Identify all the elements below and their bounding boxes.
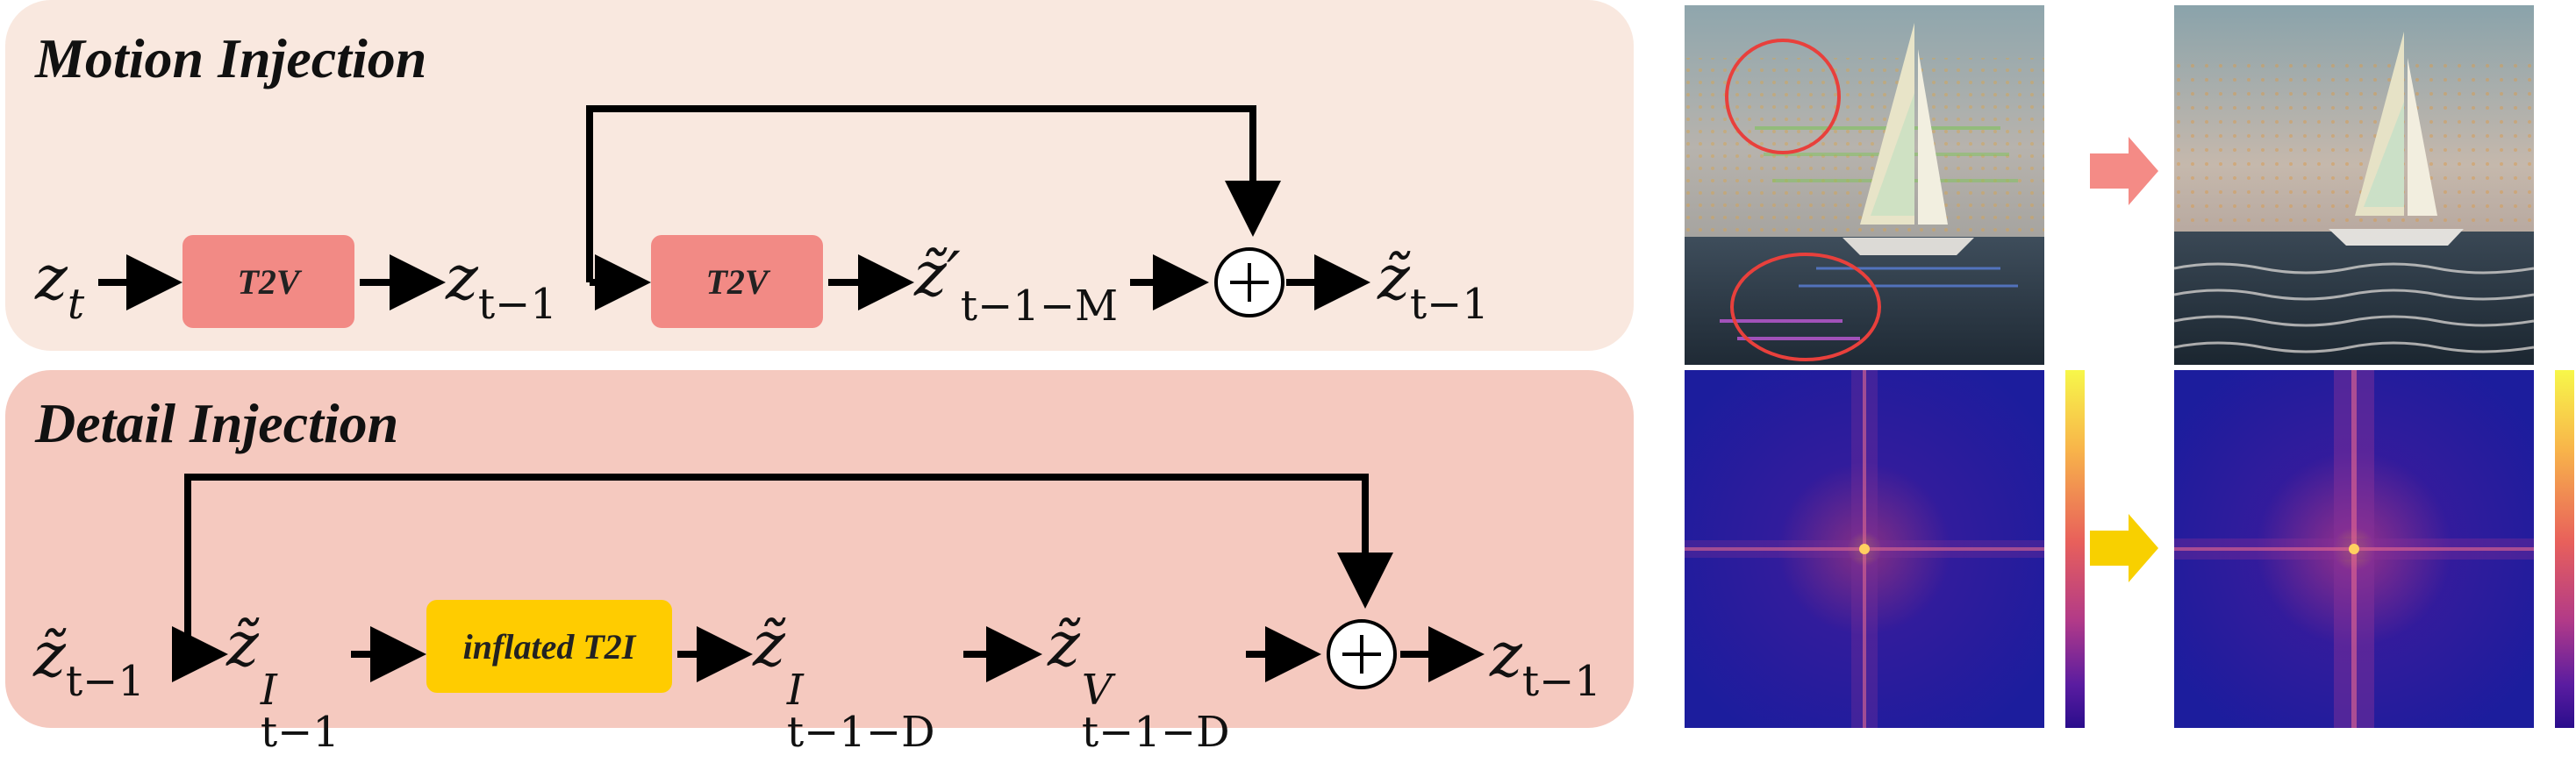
pink-transition-arrow-icon xyxy=(2090,137,2158,205)
yellow-transition-arrow-icon xyxy=(2090,514,2158,582)
detail-injection-title: Detail Injection xyxy=(35,392,399,454)
skip-connection-detail xyxy=(184,474,1393,654)
z-tilde-in-symbol: z̃t−1 xyxy=(33,619,145,706)
z-t-symbol: zt xyxy=(35,242,85,329)
frequency-spectrum-before xyxy=(1685,370,2044,728)
circled-plus-icon xyxy=(1327,619,1397,689)
circled-plus-icon xyxy=(1214,247,1284,317)
diagram-connectors xyxy=(98,105,1485,689)
inflated-t2i-block: inflated T2I xyxy=(426,600,672,693)
t2v-block-1: T2V xyxy=(182,235,354,328)
z-t-minus-1-out-symbol: zt−1 xyxy=(1490,619,1601,706)
z-t-minus-1-symbol: zt−1 xyxy=(446,242,557,329)
colorbar-after xyxy=(2555,370,2574,728)
motion-injection-title: Motion Injection xyxy=(35,27,427,89)
t2v-block-2: T2V xyxy=(651,235,823,328)
skip-connection-motion xyxy=(586,105,1281,282)
z-tilde-out-symbol: z̃t−1 xyxy=(1377,242,1489,329)
frequency-spectrum-after xyxy=(2174,370,2534,728)
z-tilde-prime-symbol: z̃′t−1−M xyxy=(914,239,1119,331)
sailboat-flow-after-image xyxy=(2174,5,2534,365)
sailboat-flow-before-image xyxy=(1685,5,2044,365)
colorbar-before xyxy=(2065,370,2085,728)
